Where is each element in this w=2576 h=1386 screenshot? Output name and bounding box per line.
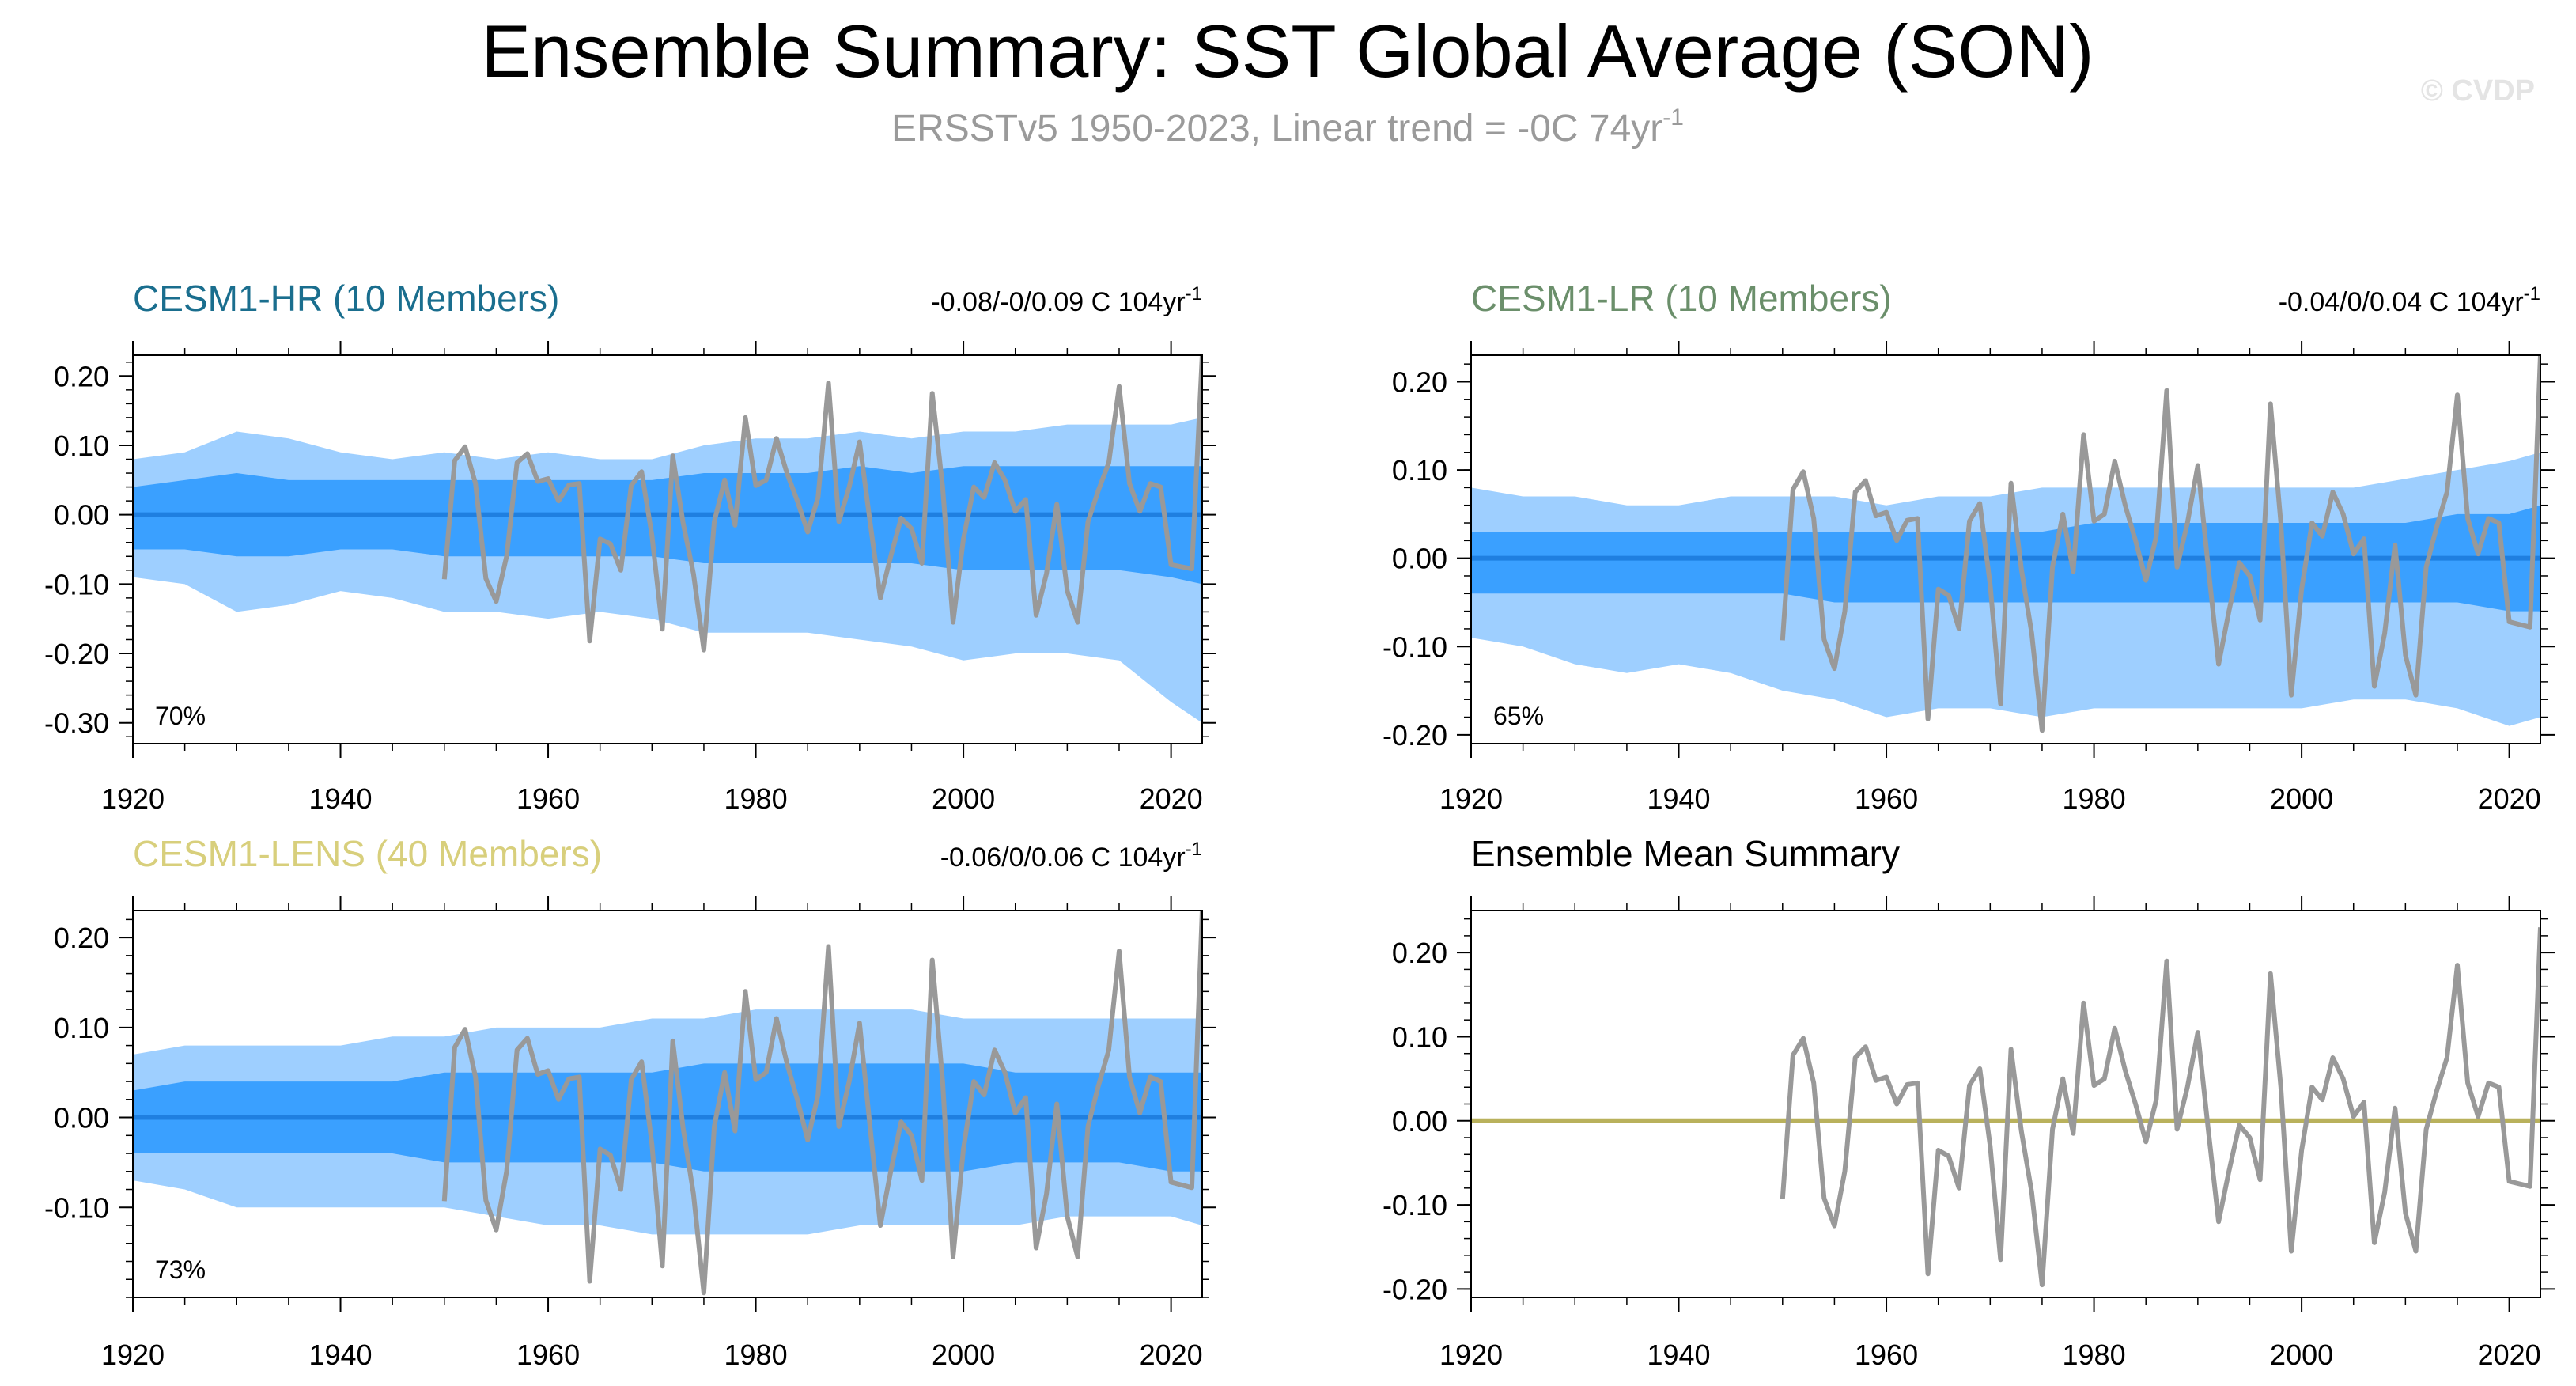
panel-title: CESM1-HR (10 Members) [133,278,559,319]
y-tick-label: -0.30 [44,707,109,740]
trend-range-text: -0.04/0/0.04 C 104yr [2279,287,2524,317]
trend-range-sup: -1 [2524,283,2540,305]
y-tick-label: -0.20 [44,638,109,670]
observations-line [1780,355,2540,733]
y-tick-label: 0.20 [54,360,109,392]
x-tick-label: 2000 [932,782,995,815]
x-tick-label: 1940 [1647,782,1710,815]
percent-label: 65% [1493,702,1544,730]
x-tick-label: 2020 [2478,1339,2541,1371]
figure-title: Ensemble Summary: SST Global Average (SO… [481,9,2094,93]
y-tick-label: -0.10 [1383,631,1447,663]
y-tick-label: 0.00 [1392,1105,1447,1138]
trend-range-label: -0.08/-0/0.09 C 104yr-1 [931,283,1202,317]
panel-title: CESM1-LENS (40 Members) [133,833,602,874]
x-tick-label: 1960 [516,782,580,815]
y-tick-label: 0.00 [54,1102,109,1134]
x-tick-label: 1960 [1855,1339,1918,1371]
trend-range-text: -0.06/0/0.06 C 104yr [940,843,1186,873]
y-tick-label: 0.00 [1392,543,1447,575]
plot-frame [132,910,1203,1298]
y-tick-label: -0.10 [1383,1189,1447,1221]
x-tick-label: 1920 [1439,1339,1503,1371]
x-tick-label: 2000 [2270,782,2333,815]
x-tick-label: 1960 [516,1339,580,1371]
panel-cesm1-hr: 1920 1940 1960 1980 2000 2020 0.20 0.10 0.00 -0.1… [44,278,1216,815]
figure-subtitle: ERSSTv5 1950-2023, Linear trend = -0C 74… [891,104,1684,150]
figure-subtitle-main: ERSSTv5 1950-2023, Linear trend = -0C 74… [891,108,1662,150]
x-tick-label: 1980 [2063,1339,2126,1371]
cvdp-watermark: © CVDP [2421,74,2535,108]
figure-subtitle-sup: -1 [1662,104,1684,131]
x-tick-label: 1980 [724,1339,788,1371]
x-tick-label: 1980 [2063,782,2126,815]
x-tick-label: 1940 [308,1339,372,1371]
y-tick-label: -0.20 [1383,719,1447,752]
y-tick-label: 0.10 [54,430,109,462]
y-tick-label: 0.10 [1392,454,1447,487]
panel-title: Ensemble Mean Summary [1471,833,1900,874]
y-tick-label: 0.10 [54,1012,109,1044]
plot-frame [1470,354,2541,744]
x-tick-label: 1920 [101,782,165,815]
x-tick-label: 2000 [2270,1339,2333,1371]
trend-range-label: -0.04/0/0.04 C 104yr-1 [2279,283,2540,317]
observations-line [1780,927,2540,1288]
x-tick-label: 1920 [1439,782,1503,815]
trend-range-label: -0.06/0/0.06 C 104yr-1 [940,839,1202,873]
trend-range-text: -0.08/-0/0.09 C 104yr [931,287,1185,317]
y-tick-label: 0.20 [54,922,109,954]
y-tick-label: -0.20 [1383,1273,1447,1305]
y-tick-label: 0.20 [1392,937,1447,969]
trend-range-sup: -1 [1186,839,1202,860]
x-tick-label: 2020 [2478,782,2541,815]
x-tick-label: 1980 [724,782,788,815]
percent-label: 73% [155,1255,206,1284]
observations-line [441,355,1202,653]
x-tick-label: 2020 [1140,782,1203,815]
x-tick-label: 1940 [308,782,372,815]
panel-title: CESM1-LR (10 Members) [1471,278,1892,319]
y-tick-label: 0.00 [54,499,109,532]
x-tick-label: 1940 [1647,1339,1710,1371]
panel-cesm1-lr: 1920 1940 1960 1980 2000 2020 0.20 0.10 0.00 -0.1… [1383,278,2555,815]
y-tick-label: 0.10 [1392,1021,1447,1053]
plot-frame [1470,910,2541,1298]
observations-line [441,911,1202,1296]
y-tick-label: 0.20 [1392,365,1447,398]
x-tick-label: 2020 [1140,1339,1203,1371]
panel-cesm1-lens: 1920 1940 1960 1980 2000 2020 0.20 0.10 0.00 -0.1… [44,833,1216,1371]
x-tick-label: 1920 [101,1339,165,1371]
x-tick-label: 2000 [932,1339,995,1371]
y-tick-label: -0.10 [44,1191,109,1224]
trend-range-sup: -1 [1186,283,1202,305]
percent-label: 70% [155,702,206,730]
y-tick-label: -0.10 [44,568,109,600]
x-tick-label: 1960 [1855,782,1918,815]
plot-frame [132,354,1203,744]
panel-ensemble-mean-summary: 1920 1940 1960 1980 2000 2020 0.20 0.10 0.00 -0.1… [1383,833,2555,1371]
